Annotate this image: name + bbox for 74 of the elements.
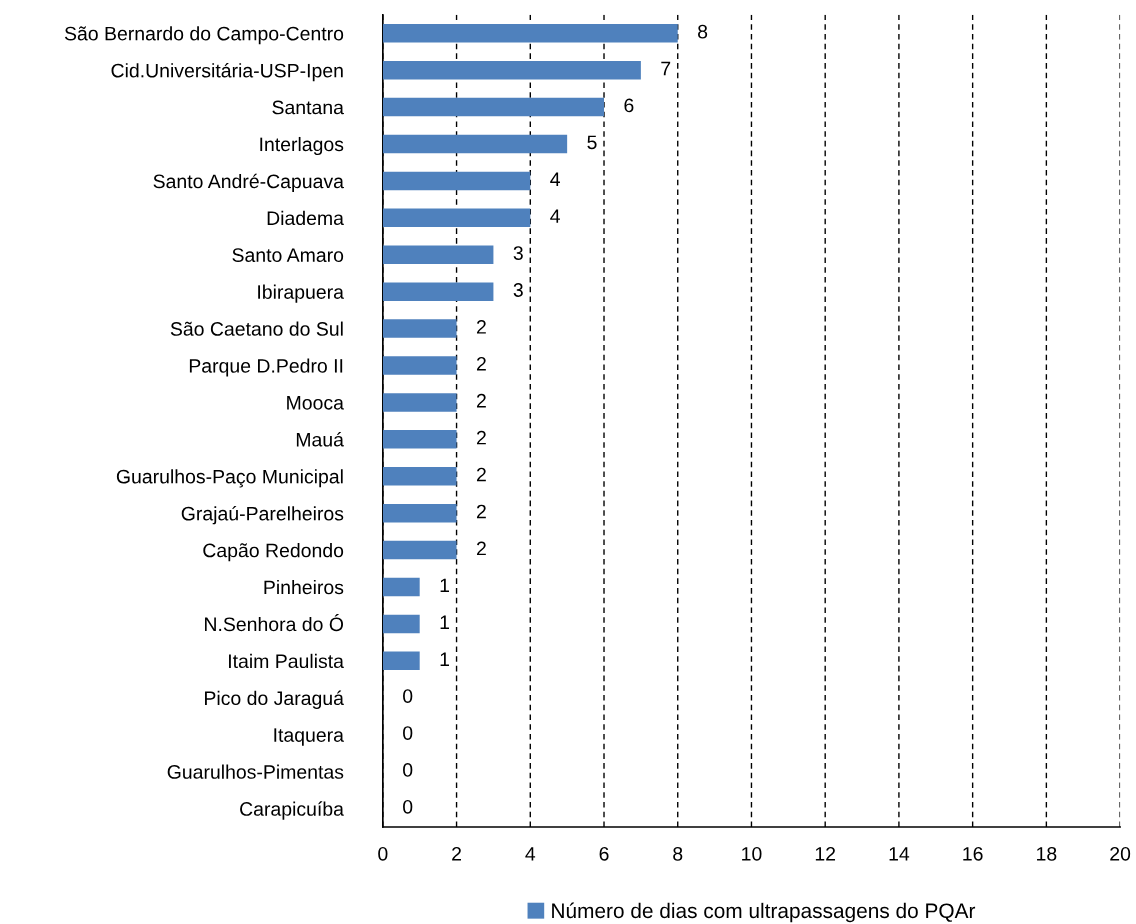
x-tick-label: 16 [963,846,983,861]
data-label: 2 [476,541,486,556]
y-tick-label: Itaim Paulista [229,653,344,669]
bar [382,282,494,301]
bar [382,540,457,560]
y-tick-label: São Caetano do Sul [170,321,343,336]
data-label: 2 [476,356,486,371]
x-tick-label: 8 [673,846,683,861]
y-tick-label: Santo André-Capuava [153,173,344,193]
x-tick-label: 14 [889,847,910,861]
y-tick-label: Santo Amaro [232,248,344,262]
bar [382,577,420,597]
x-tick-label: 10 [742,846,762,861]
y-tick-label: Itaquera [274,728,344,746]
x-tick-label: 0 [378,846,388,861]
y-tick-label: Pinheiros [264,579,344,595]
y-tick-label: Pico do Jaraguá [205,690,344,709]
data-label: 0 [403,726,413,740]
y-tick-label: N.Senhora do Ó [205,614,344,632]
x-tick-label: 20 [1110,846,1131,861]
data-label: 8 [698,24,708,39]
data-label: 6 [624,98,634,113]
data-label: 3 [513,246,523,260]
bar [382,208,531,228]
x-tick-label: 6 [599,846,609,861]
data-label: 2 [476,320,486,334]
y-tick-label: Guarulhos-Pimentas [167,764,344,779]
y-tick-label: Cid.Universitária-USP-Ipen [111,63,343,82]
y-tick-label: Guarulhos-Paço Municipal [116,469,343,488]
data-label: 2 [476,393,486,408]
bar [382,503,457,523]
y-tick-label: Ibirapuera [258,284,344,303]
data-label: 1 [440,615,449,629]
x-tick-label: 18 [1037,846,1057,861]
bar [382,319,457,338]
data-label: 7 [661,61,671,76]
y-tick-label: Interlagos [260,136,344,156]
data-label: 3 [513,283,523,297]
y-tick-label: Mooca [287,396,344,410]
y-tick-label: São Bernardo do Campo-Centro [64,26,344,45]
bar [382,134,568,154]
data-label: 4 [550,172,560,186]
bar [382,393,457,412]
bar [382,430,457,449]
legend-label: Número de dias com ultrapassagens do PQAr [552,902,976,923]
y-tick-label: Capão Redondo [203,543,344,562]
bar [382,467,457,486]
data-label: 2 [476,430,486,445]
x-tick-label: 2 [452,846,461,861]
data-label: 4 [550,209,560,223]
bar [382,614,420,634]
data-label: 2 [476,504,486,519]
x-tick-label: 12 [815,846,836,861]
bar [382,356,457,375]
data-label: 1 [440,652,449,666]
data-label: 0 [403,763,413,777]
data-label: 0 [403,799,413,814]
data-label: 1 [440,578,449,593]
bar [382,171,531,191]
y-tick-label: Santana [272,100,344,115]
bar [382,245,494,264]
y-tick-label: Parque D.Pedro II [189,358,343,377]
data-label: 5 [587,135,597,150]
data-label: 2 [476,467,486,482]
bar [382,97,605,117]
bar [382,651,420,671]
bar [382,24,678,43]
y-tick-label: Carapicuíba [240,801,344,820]
bar [382,60,641,80]
x-tick-label: 4 [525,847,536,861]
data-label: 0 [403,689,413,703]
y-tick-label: Grajaú-Parelheiros [181,506,344,525]
y-tick-label: Mauá [296,432,344,447]
y-tick-label: Diadema [267,210,344,226]
